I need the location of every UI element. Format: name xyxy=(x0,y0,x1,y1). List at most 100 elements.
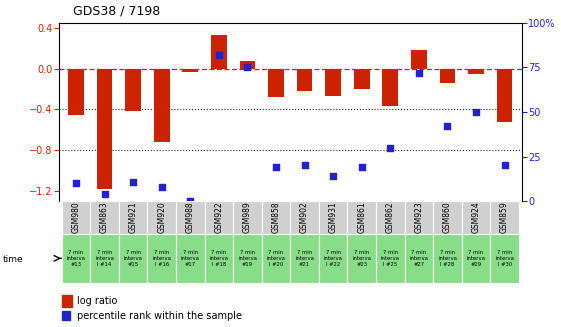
Text: 7 min
interva
l #14: 7 min interva l #14 xyxy=(95,250,114,267)
Bar xyxy=(383,69,398,106)
Text: 7 min
interva
l #20: 7 min interva l #20 xyxy=(266,250,286,267)
FancyBboxPatch shape xyxy=(347,234,376,283)
FancyBboxPatch shape xyxy=(319,234,347,283)
Text: 7 min
interva
l #22: 7 min interva l #22 xyxy=(324,250,343,267)
Text: 7 min
interva
#21: 7 min interva #21 xyxy=(295,250,314,267)
Point xyxy=(386,145,395,150)
Text: 7 min
interva
l #16: 7 min interva l #16 xyxy=(153,250,171,267)
Point xyxy=(443,124,452,129)
FancyBboxPatch shape xyxy=(490,201,519,234)
Point xyxy=(100,191,109,197)
Bar xyxy=(297,69,312,91)
FancyBboxPatch shape xyxy=(404,201,433,234)
Bar xyxy=(325,69,341,96)
FancyBboxPatch shape xyxy=(62,201,90,234)
Text: 7 min
interva
#13: 7 min interva #13 xyxy=(67,250,85,267)
Point xyxy=(214,52,223,58)
Bar xyxy=(354,69,370,89)
FancyBboxPatch shape xyxy=(148,234,176,283)
Point xyxy=(72,181,81,186)
FancyBboxPatch shape xyxy=(291,234,319,283)
Point xyxy=(472,109,481,114)
Text: GSM924: GSM924 xyxy=(471,201,481,233)
FancyBboxPatch shape xyxy=(90,234,119,283)
Text: log ratio: log ratio xyxy=(77,296,117,306)
Text: GSM921: GSM921 xyxy=(128,202,137,233)
Point xyxy=(357,164,366,170)
Text: GSM858: GSM858 xyxy=(272,202,280,233)
Text: 7 min
interva
l #30: 7 min interva l #30 xyxy=(495,250,514,267)
Bar xyxy=(411,50,427,69)
Point xyxy=(272,164,280,170)
Text: GSM863: GSM863 xyxy=(100,201,109,233)
Bar xyxy=(468,69,484,74)
Text: 7 min
interva
#27: 7 min interva #27 xyxy=(410,250,428,267)
Text: time: time xyxy=(3,255,24,265)
FancyBboxPatch shape xyxy=(376,234,404,283)
FancyBboxPatch shape xyxy=(376,201,404,234)
FancyBboxPatch shape xyxy=(433,201,462,234)
FancyBboxPatch shape xyxy=(119,234,148,283)
Text: GSM989: GSM989 xyxy=(243,201,252,233)
Text: GSM980: GSM980 xyxy=(72,201,81,233)
Bar xyxy=(62,295,72,307)
Point xyxy=(157,184,166,189)
FancyBboxPatch shape xyxy=(262,201,291,234)
FancyBboxPatch shape xyxy=(233,201,262,234)
Text: GSM862: GSM862 xyxy=(386,202,395,233)
Bar xyxy=(68,69,84,114)
FancyBboxPatch shape xyxy=(404,234,433,283)
Text: GDS38 / 7198: GDS38 / 7198 xyxy=(73,5,160,18)
FancyBboxPatch shape xyxy=(291,201,319,234)
Bar xyxy=(96,69,112,189)
Text: GSM902: GSM902 xyxy=(300,201,309,233)
Bar xyxy=(211,35,227,69)
FancyBboxPatch shape xyxy=(347,201,376,234)
Text: 7 min
interva
l #25: 7 min interva l #25 xyxy=(381,250,400,267)
Text: percentile rank within the sample: percentile rank within the sample xyxy=(77,311,242,321)
Point xyxy=(300,163,309,168)
FancyBboxPatch shape xyxy=(205,201,233,234)
Bar xyxy=(62,311,71,320)
Text: GSM920: GSM920 xyxy=(157,201,166,233)
Text: 7 min
interva
#17: 7 min interva #17 xyxy=(181,250,200,267)
Bar xyxy=(182,69,198,72)
Bar xyxy=(496,69,512,122)
FancyBboxPatch shape xyxy=(462,201,490,234)
Text: 7 min
interva
#29: 7 min interva #29 xyxy=(467,250,485,267)
Text: 7 min
interva
l #18: 7 min interva l #18 xyxy=(209,250,228,267)
Point xyxy=(415,70,424,76)
FancyBboxPatch shape xyxy=(433,234,462,283)
FancyBboxPatch shape xyxy=(176,234,205,283)
Text: GSM859: GSM859 xyxy=(500,201,509,233)
FancyBboxPatch shape xyxy=(176,201,205,234)
FancyBboxPatch shape xyxy=(148,201,176,234)
Text: GSM931: GSM931 xyxy=(329,201,338,233)
Text: 7 min
interva
#15: 7 min interva #15 xyxy=(124,250,142,267)
FancyBboxPatch shape xyxy=(319,201,347,234)
FancyBboxPatch shape xyxy=(262,234,291,283)
Text: 7 min
interva
#23: 7 min interva #23 xyxy=(352,250,371,267)
FancyBboxPatch shape xyxy=(62,234,90,283)
Bar xyxy=(125,69,141,112)
Text: GSM988: GSM988 xyxy=(186,202,195,233)
Point xyxy=(500,163,509,168)
Text: GSM861: GSM861 xyxy=(357,202,366,233)
FancyBboxPatch shape xyxy=(233,234,262,283)
Point xyxy=(128,179,137,184)
Bar xyxy=(154,69,169,142)
Bar xyxy=(268,69,284,97)
Text: GSM860: GSM860 xyxy=(443,201,452,233)
Point xyxy=(329,174,338,179)
FancyBboxPatch shape xyxy=(119,201,148,234)
Point xyxy=(186,198,195,204)
Point xyxy=(243,65,252,70)
FancyBboxPatch shape xyxy=(462,234,490,283)
Bar xyxy=(440,69,456,83)
Text: GSM923: GSM923 xyxy=(415,201,424,233)
FancyBboxPatch shape xyxy=(205,234,233,283)
FancyBboxPatch shape xyxy=(490,234,519,283)
Text: 7 min
interva
#19: 7 min interva #19 xyxy=(238,250,257,267)
Bar xyxy=(240,60,255,69)
Text: GSM922: GSM922 xyxy=(214,202,223,233)
